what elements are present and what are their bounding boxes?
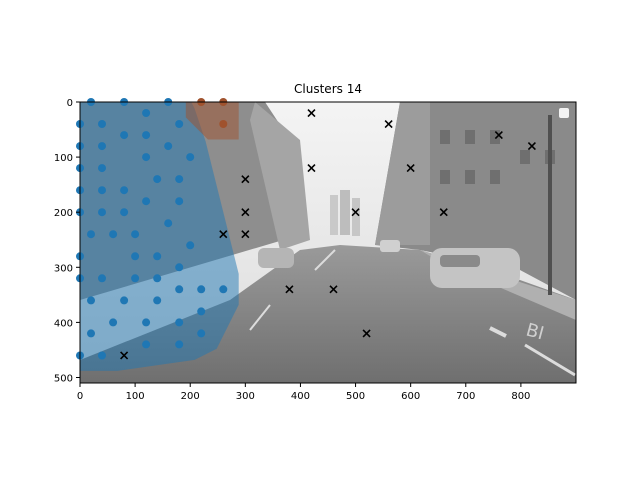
y-tick-label: 300 [54, 263, 73, 274]
unclustered-x-point [285, 285, 294, 294]
cluster-0-point [98, 208, 106, 217]
y-tick-label: 100 [54, 153, 73, 164]
cluster-0-point [98, 142, 106, 151]
unclustered-x-point [219, 230, 228, 239]
x-tick-label: 100 [126, 391, 145, 402]
unclustered-x-point [307, 164, 316, 173]
unclustered-x-point [362, 329, 371, 338]
cluster-0-point [120, 186, 129, 195]
unclustered-x-point [439, 208, 448, 217]
cluster-0-point [120, 208, 129, 217]
unclustered-x-point [384, 119, 393, 129]
chart-title: Clusters 14 [294, 82, 362, 96]
cluster-1-point [219, 120, 228, 128]
cluster-0-point [153, 274, 162, 283]
cluster-0-point [164, 142, 173, 151]
cluster-hulls [80, 102, 239, 371]
cluster-0-point [98, 164, 106, 173]
cluster-0-point [142, 197, 151, 206]
cluster-0-point [175, 175, 184, 184]
cluster-0-point [175, 285, 184, 294]
cluster-0-point [131, 274, 140, 283]
cluster-0-point [153, 252, 162, 261]
cluster-0-point [142, 318, 151, 327]
unclustered-x-point [351, 208, 360, 217]
unclustered-x-point [120, 351, 129, 360]
x-tick-label: 0 [77, 391, 83, 402]
cluster-0-point [175, 263, 184, 272]
cluster-0-point [109, 318, 118, 327]
unclustered-points [120, 108, 536, 360]
cluster-0-point [153, 175, 162, 184]
y-tick-label: 400 [54, 318, 73, 329]
x-axis: 0 100 200 300 400 500 600 700 800 [77, 383, 530, 402]
x-tick-label: 800 [511, 391, 530, 402]
photo-artifact-box [559, 108, 569, 118]
cluster-0-point [186, 241, 195, 250]
cluster-0-point [87, 329, 95, 338]
cluster-0-point [142, 340, 151, 349]
unclustered-x-point [307, 108, 316, 118]
x-tick-label: 500 [346, 391, 365, 402]
cluster-0-point [142, 153, 151, 162]
cluster-0-point [197, 285, 206, 294]
cluster-0-point [87, 230, 95, 239]
cluster-0-point [197, 329, 206, 338]
y-tick-label: 500 [54, 373, 73, 384]
cluster-0-point [87, 296, 95, 305]
y-tick-label: 0 [67, 98, 73, 109]
unclustered-x-point [527, 142, 536, 151]
unclustered-x-point [241, 208, 250, 217]
cluster-0-point [153, 296, 162, 305]
x-tick-label: 300 [236, 391, 255, 402]
cluster-0-point [175, 318, 184, 327]
plot-frame [79, 101, 577, 384]
unclustered-x-point [494, 130, 503, 140]
y-tick-label: 200 [54, 208, 73, 219]
cluster-0-point [131, 230, 140, 239]
x-tick-label: 700 [456, 391, 475, 402]
cluster-0-point [164, 219, 173, 228]
cluster-0-point [109, 230, 118, 239]
unclustered-x-point [406, 164, 415, 173]
x-tick-label: 600 [401, 391, 420, 402]
svg-text:BI: BI [524, 320, 547, 345]
cluster-0-point [142, 131, 151, 140]
cluster-0-point [120, 131, 129, 140]
cluster-0-hull [80, 102, 239, 371]
y-axis: 0 100 200 300 400 500 [54, 98, 80, 384]
cluster-0-point [186, 153, 195, 162]
cluster-0-point [98, 351, 106, 360]
cluster-0-point [175, 120, 184, 128]
cluster-0-point [142, 109, 151, 117]
cluster-0-point [175, 340, 184, 349]
unclustered-x-point [329, 285, 338, 294]
x-tick-label: 400 [291, 391, 310, 402]
cluster-0-point [98, 186, 106, 195]
cluster-0-point [197, 307, 206, 316]
cluster-0-point [98, 120, 106, 128]
cluster-0-point [98, 274, 106, 283]
unclustered-x-point [241, 175, 250, 184]
unclustered-x-point [241, 230, 250, 239]
cluster-0-point [175, 197, 184, 206]
cluster-0-point [131, 252, 140, 261]
cluster-1-hull [185, 102, 239, 140]
cluster-0-point [120, 296, 129, 305]
cluster-0-point [219, 285, 228, 294]
x-tick-label: 200 [181, 391, 200, 402]
